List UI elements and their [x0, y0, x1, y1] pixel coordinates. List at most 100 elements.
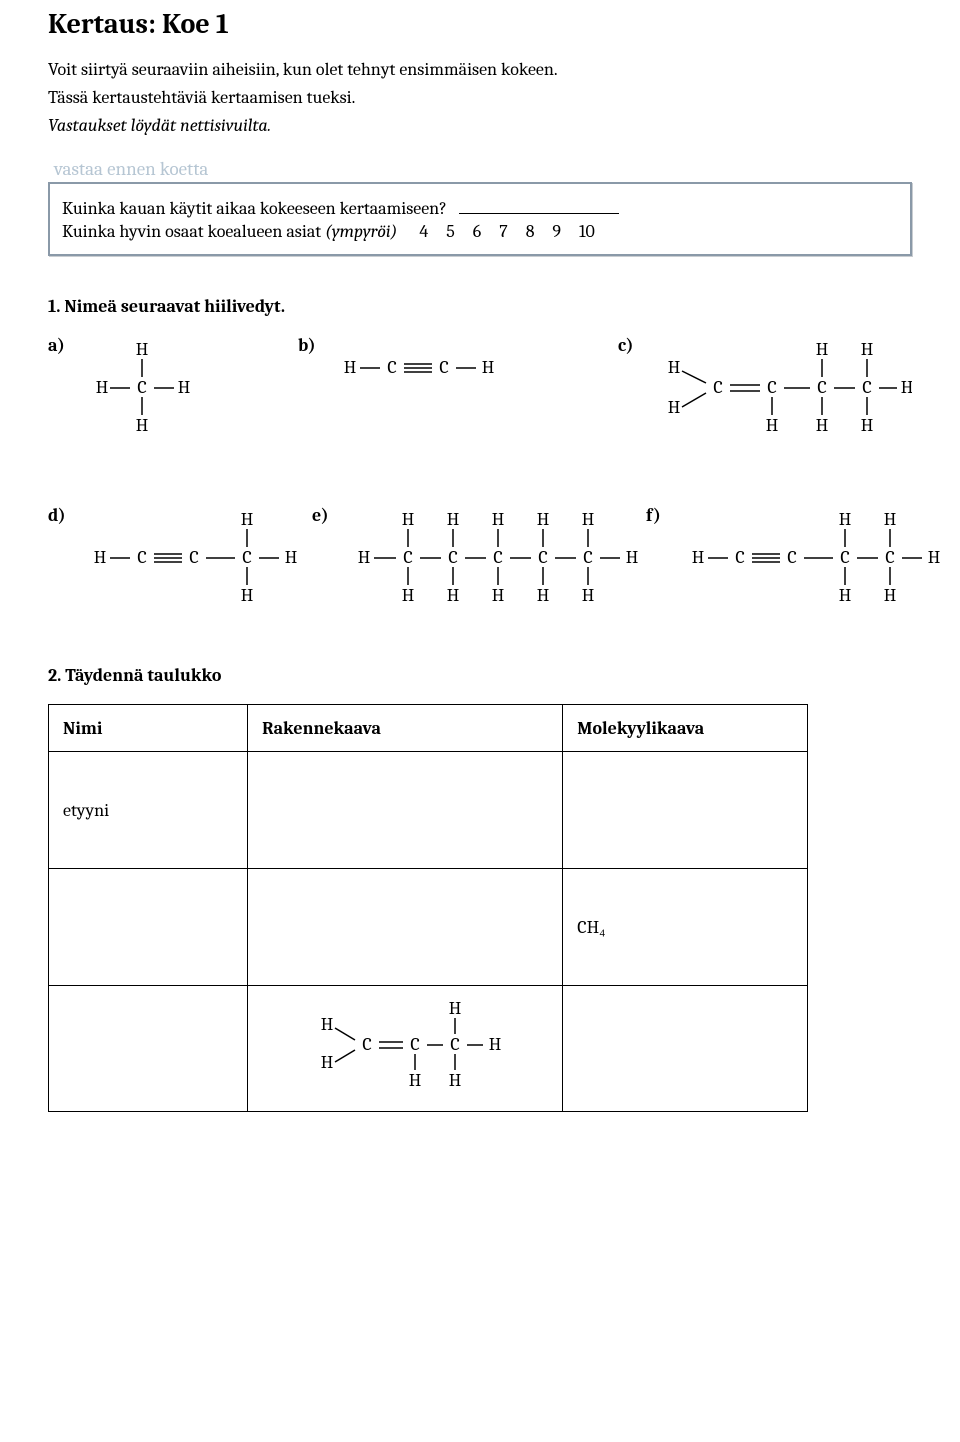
- pre-exam-box: Kuinka kauan käytit aikaa kokeeseen kert…: [48, 182, 912, 257]
- svg-text:C: C: [767, 377, 776, 398]
- svg-text:H: H: [358, 547, 371, 568]
- cell-r1-formula[interactable]: [563, 752, 808, 869]
- scale-10[interactable]: 10: [579, 221, 595, 242]
- svg-text:C: C: [362, 1034, 371, 1055]
- label-c: c): [618, 335, 642, 356]
- svg-text:C: C: [713, 377, 722, 398]
- svg-text:C: C: [242, 547, 251, 568]
- svg-text:H: H: [839, 509, 852, 530]
- svg-text:C: C: [862, 377, 871, 398]
- cell-r2-struct[interactable]: [248, 869, 563, 986]
- svg-text:H: H: [449, 998, 462, 1019]
- svg-text:H: H: [447, 509, 460, 530]
- svg-text:H: H: [668, 397, 681, 418]
- cell-r3-struct: H H H C C C H: [248, 986, 563, 1112]
- cell-r1-name[interactable]: etyyni: [49, 752, 248, 869]
- scale-9[interactable]: 9: [552, 221, 561, 242]
- svg-text:H: H: [96, 377, 109, 398]
- svg-text:C: C: [787, 547, 796, 568]
- svg-text:C: C: [493, 547, 502, 568]
- fill-table: Nimi Rakennekaava Molekyylikaava etyyni …: [48, 704, 808, 1112]
- svg-text:C: C: [817, 377, 826, 398]
- molecule-e: H H H H H H C C C C C: [346, 505, 646, 615]
- svg-text:C: C: [735, 547, 744, 568]
- svg-text:H: H: [537, 509, 550, 530]
- svg-text:H: H: [449, 1070, 462, 1091]
- svg-text:H: H: [321, 1014, 334, 1035]
- label-e: e): [312, 505, 336, 526]
- svg-text:C: C: [137, 377, 146, 398]
- cell-r3-formula[interactable]: [563, 986, 808, 1112]
- svg-text:C: C: [538, 547, 547, 568]
- th-structure: Rakennekaava: [248, 705, 563, 752]
- svg-text:H: H: [839, 585, 852, 606]
- svg-text:H: H: [668, 357, 681, 378]
- svg-text:H: H: [928, 547, 941, 568]
- svg-text:H: H: [447, 585, 460, 606]
- svg-text:H: H: [482, 357, 495, 378]
- svg-text:H: H: [178, 377, 191, 398]
- svg-text:H: H: [537, 585, 550, 606]
- table-row: H H H C C C H: [49, 986, 808, 1112]
- svg-text:C: C: [387, 357, 396, 378]
- svg-text:H: H: [492, 585, 505, 606]
- intro-italic: Vastaukset löydät nettisivuilta.: [48, 115, 912, 136]
- svg-text:H: H: [94, 547, 107, 568]
- scale-8[interactable]: 8: [526, 221, 535, 242]
- svg-text:H: H: [901, 377, 912, 398]
- molecule-f: H H H C C C C H: [680, 505, 950, 615]
- table-row: etyyni: [49, 752, 808, 869]
- box-q2-label: Kuinka hyvin osaat koealueen asiat (ympy…: [62, 221, 397, 242]
- svg-text:H: H: [492, 509, 505, 530]
- svg-text:H: H: [402, 509, 415, 530]
- scale-4[interactable]: 4: [419, 221, 428, 242]
- svg-text:H: H: [136, 415, 149, 436]
- box-q1-label: Kuinka kauan käytit aikaa kokeeseen kert…: [62, 198, 447, 219]
- blank-line[interactable]: [459, 194, 619, 215]
- svg-text:H: H: [136, 339, 149, 360]
- svg-text:H: H: [766, 415, 779, 436]
- svg-text:H: H: [344, 357, 357, 378]
- th-formula: Molekyylikaava: [563, 705, 808, 752]
- svg-text:H: H: [321, 1052, 334, 1073]
- scale-7[interactable]: 7: [499, 221, 507, 242]
- cell-r2-formula[interactable]: CH₄: [563, 869, 808, 986]
- svg-text:C: C: [439, 357, 448, 378]
- box-header: vastaa ennen koetta: [52, 158, 912, 180]
- intro-line-1: Voit siirtyä seuraaviin aiheisiin, kun o…: [48, 58, 912, 82]
- table-row: CH₄: [49, 869, 808, 986]
- svg-text:H: H: [816, 339, 829, 360]
- question-1-heading: 1. Nimeä seuraavat hiilivedyt.: [48, 296, 912, 317]
- svg-text:C: C: [403, 547, 412, 568]
- svg-text:C: C: [137, 547, 146, 568]
- molecule-b: H C C H: [332, 335, 522, 395]
- svg-text:C: C: [410, 1034, 419, 1055]
- svg-text:H: H: [241, 585, 254, 606]
- svg-text:C: C: [840, 547, 849, 568]
- svg-text:H: H: [489, 1034, 502, 1055]
- svg-text:H: H: [884, 585, 897, 606]
- label-d: d): [48, 505, 72, 526]
- label-b: b): [298, 335, 322, 356]
- svg-text:H: H: [409, 1070, 422, 1091]
- label-a: a): [48, 335, 72, 356]
- molecule-propene: H H H C C C H: [305, 996, 505, 1096]
- svg-text:C: C: [448, 547, 457, 568]
- rating-scale[interactable]: 4 5 6 7 8 9 10: [419, 221, 595, 242]
- cell-r2-name[interactable]: [49, 869, 248, 986]
- svg-text:C: C: [450, 1034, 459, 1055]
- cell-r3-name[interactable]: [49, 986, 248, 1112]
- page-title: Kertaus: Koe 1: [48, 8, 912, 40]
- cell-r1-struct[interactable]: [248, 752, 563, 869]
- svg-text:H: H: [402, 585, 415, 606]
- svg-text:H: H: [692, 547, 705, 568]
- question-2-heading: 2. Täydennä taulukko: [48, 665, 912, 686]
- svg-text:C: C: [583, 547, 592, 568]
- scale-5[interactable]: 5: [446, 221, 455, 242]
- svg-text:H: H: [582, 585, 595, 606]
- scale-6[interactable]: 6: [473, 221, 481, 242]
- svg-text:C: C: [885, 547, 894, 568]
- svg-text:H: H: [861, 415, 874, 436]
- svg-text:H: H: [861, 339, 874, 360]
- svg-text:H: H: [816, 415, 829, 436]
